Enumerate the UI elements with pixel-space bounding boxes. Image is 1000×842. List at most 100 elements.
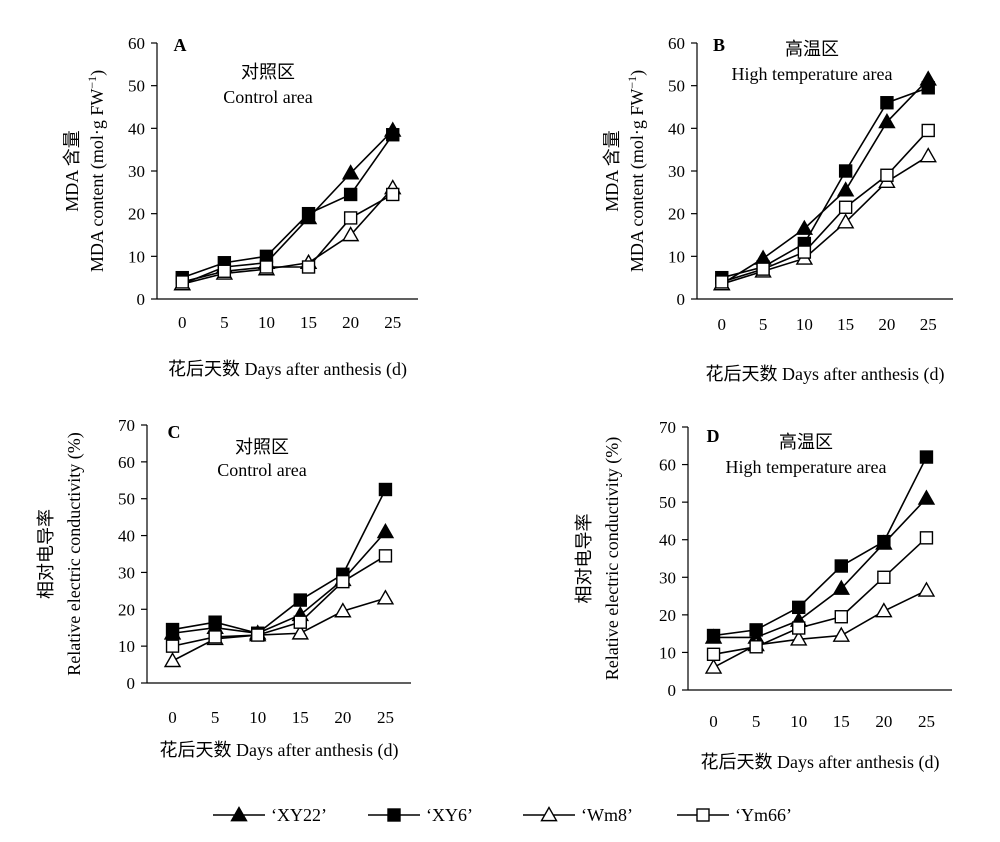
data-point bbox=[343, 187, 358, 202]
data-point bbox=[836, 181, 855, 197]
legend-item: ‘XY6’ bbox=[368, 805, 473, 825]
data-point bbox=[919, 147, 937, 163]
y-axis-label-en: MDA content (mol·g FW−1) bbox=[85, 70, 108, 272]
annotation-en: High temperature area bbox=[732, 64, 893, 84]
panel-label: A bbox=[174, 35, 187, 55]
data-point bbox=[217, 264, 232, 278]
y-tick-label: 0 bbox=[677, 290, 686, 309]
x-tick-label: 0 bbox=[168, 708, 177, 727]
data-point bbox=[917, 581, 936, 597]
data-point bbox=[834, 559, 848, 573]
y-tick-label: 20 bbox=[128, 205, 145, 224]
series-line-3 bbox=[182, 193, 394, 283]
data-point bbox=[838, 200, 853, 214]
data-point bbox=[832, 626, 850, 642]
series-line-0 bbox=[713, 497, 928, 639]
annotation-en: High temperature area bbox=[726, 457, 887, 477]
data-point bbox=[875, 602, 893, 618]
series-line-3 bbox=[713, 537, 927, 656]
y-tick-label: 30 bbox=[128, 162, 145, 181]
series-line-1 bbox=[172, 489, 387, 635]
data-point bbox=[832, 579, 850, 595]
series-line-2 bbox=[721, 155, 929, 285]
data-point bbox=[795, 219, 814, 235]
legend-label: ‘Wm8’ bbox=[581, 805, 633, 825]
y-axis-label-en: MDA content (mol·g FW−1) bbox=[625, 70, 648, 272]
y-tick-label: 50 bbox=[668, 77, 685, 96]
data-point bbox=[749, 640, 763, 654]
y-tick-label: 60 bbox=[118, 453, 135, 472]
y-tick-label: 40 bbox=[668, 119, 685, 138]
data-point bbox=[341, 226, 360, 242]
data-point bbox=[376, 522, 395, 539]
legend: ‘XY22’ ‘XY6’ ‘Wm8’ ‘Ym66’ bbox=[213, 805, 792, 825]
y-tick-label: 20 bbox=[118, 600, 135, 619]
x-tick-label: 15 bbox=[300, 313, 317, 332]
chart-panel-c: 0 10 20 30 40 50 60 70 0 5 10 15 20 25 C 对照区 Control are… bbox=[36, 416, 411, 761]
y-tick-label: 60 bbox=[128, 34, 145, 53]
data-point bbox=[208, 630, 222, 644]
data-point bbox=[919, 450, 934, 464]
data-point bbox=[919, 531, 934, 545]
annotation-en: Control area bbox=[217, 460, 306, 480]
data-point bbox=[917, 489, 936, 505]
x-tick-label: 5 bbox=[759, 315, 768, 334]
x-tick-label: 0 bbox=[709, 712, 718, 731]
data-point bbox=[175, 275, 189, 289]
legend-label: ‘XY22’ bbox=[271, 805, 327, 825]
x-tick-label: 0 bbox=[718, 315, 727, 334]
x-tick-label: 5 bbox=[220, 313, 229, 332]
y-tick-label: 30 bbox=[668, 162, 685, 181]
data-point bbox=[880, 168, 894, 182]
x-tick-label: 25 bbox=[384, 313, 401, 332]
y-tick-label: 0 bbox=[137, 290, 146, 309]
x-tick-label: 10 bbox=[258, 313, 275, 332]
y-tick-label: 20 bbox=[668, 205, 685, 224]
y-tick-label: 20 bbox=[659, 606, 676, 625]
data-point bbox=[165, 622, 180, 637]
data-point bbox=[259, 260, 274, 274]
x-tick-label: 15 bbox=[833, 712, 850, 731]
data-point bbox=[251, 628, 265, 642]
series-line-2 bbox=[713, 589, 927, 669]
data-point bbox=[706, 647, 721, 662]
x-axis-label: 花后天数 Days after anthesis (d) bbox=[701, 752, 940, 773]
x-tick-label: 25 bbox=[377, 708, 394, 727]
data-point bbox=[336, 574, 350, 589]
data-point bbox=[704, 658, 723, 674]
series-line-0 bbox=[721, 78, 929, 285]
data-point bbox=[293, 593, 307, 607]
series-line-0 bbox=[181, 129, 394, 285]
y-tick-label: 30 bbox=[118, 563, 135, 582]
x-tick-label: 5 bbox=[752, 712, 761, 731]
annotation-cn: 对照区 bbox=[235, 437, 289, 457]
data-point bbox=[836, 213, 855, 229]
data-point bbox=[878, 113, 896, 129]
data-point bbox=[293, 615, 307, 629]
x-tick-label: 20 bbox=[342, 313, 359, 332]
data-point bbox=[376, 589, 395, 605]
y-tick-label: 40 bbox=[659, 531, 676, 550]
legend-marker bbox=[540, 806, 558, 822]
data-point bbox=[921, 123, 935, 138]
x-tick-label: 15 bbox=[837, 315, 854, 334]
y-tick-label: 30 bbox=[659, 568, 676, 587]
data-point bbox=[838, 164, 853, 178]
data-point bbox=[790, 630, 808, 646]
annotation-cn: 高温区 bbox=[785, 39, 839, 59]
x-tick-label: 20 bbox=[878, 315, 895, 334]
chart-panel-a: 0 10 20 30 40 50 60 0 5 10 15 20 25 A 对照区 Control area 花… bbox=[62, 34, 418, 380]
y-tick-label: 50 bbox=[118, 490, 135, 509]
x-tick-label: 10 bbox=[790, 712, 807, 731]
data-point bbox=[378, 482, 393, 497]
x-tick-label: 10 bbox=[249, 708, 266, 727]
data-point bbox=[165, 639, 180, 653]
data-point bbox=[706, 628, 721, 643]
x-tick-label: 0 bbox=[178, 313, 187, 332]
y-tick-label: 60 bbox=[668, 34, 685, 53]
y-axis-label-en: Relative electric conductivity (%) bbox=[64, 432, 85, 675]
data-point bbox=[877, 570, 891, 584]
panel-label: C bbox=[168, 422, 181, 442]
series-line-1 bbox=[713, 456, 928, 637]
